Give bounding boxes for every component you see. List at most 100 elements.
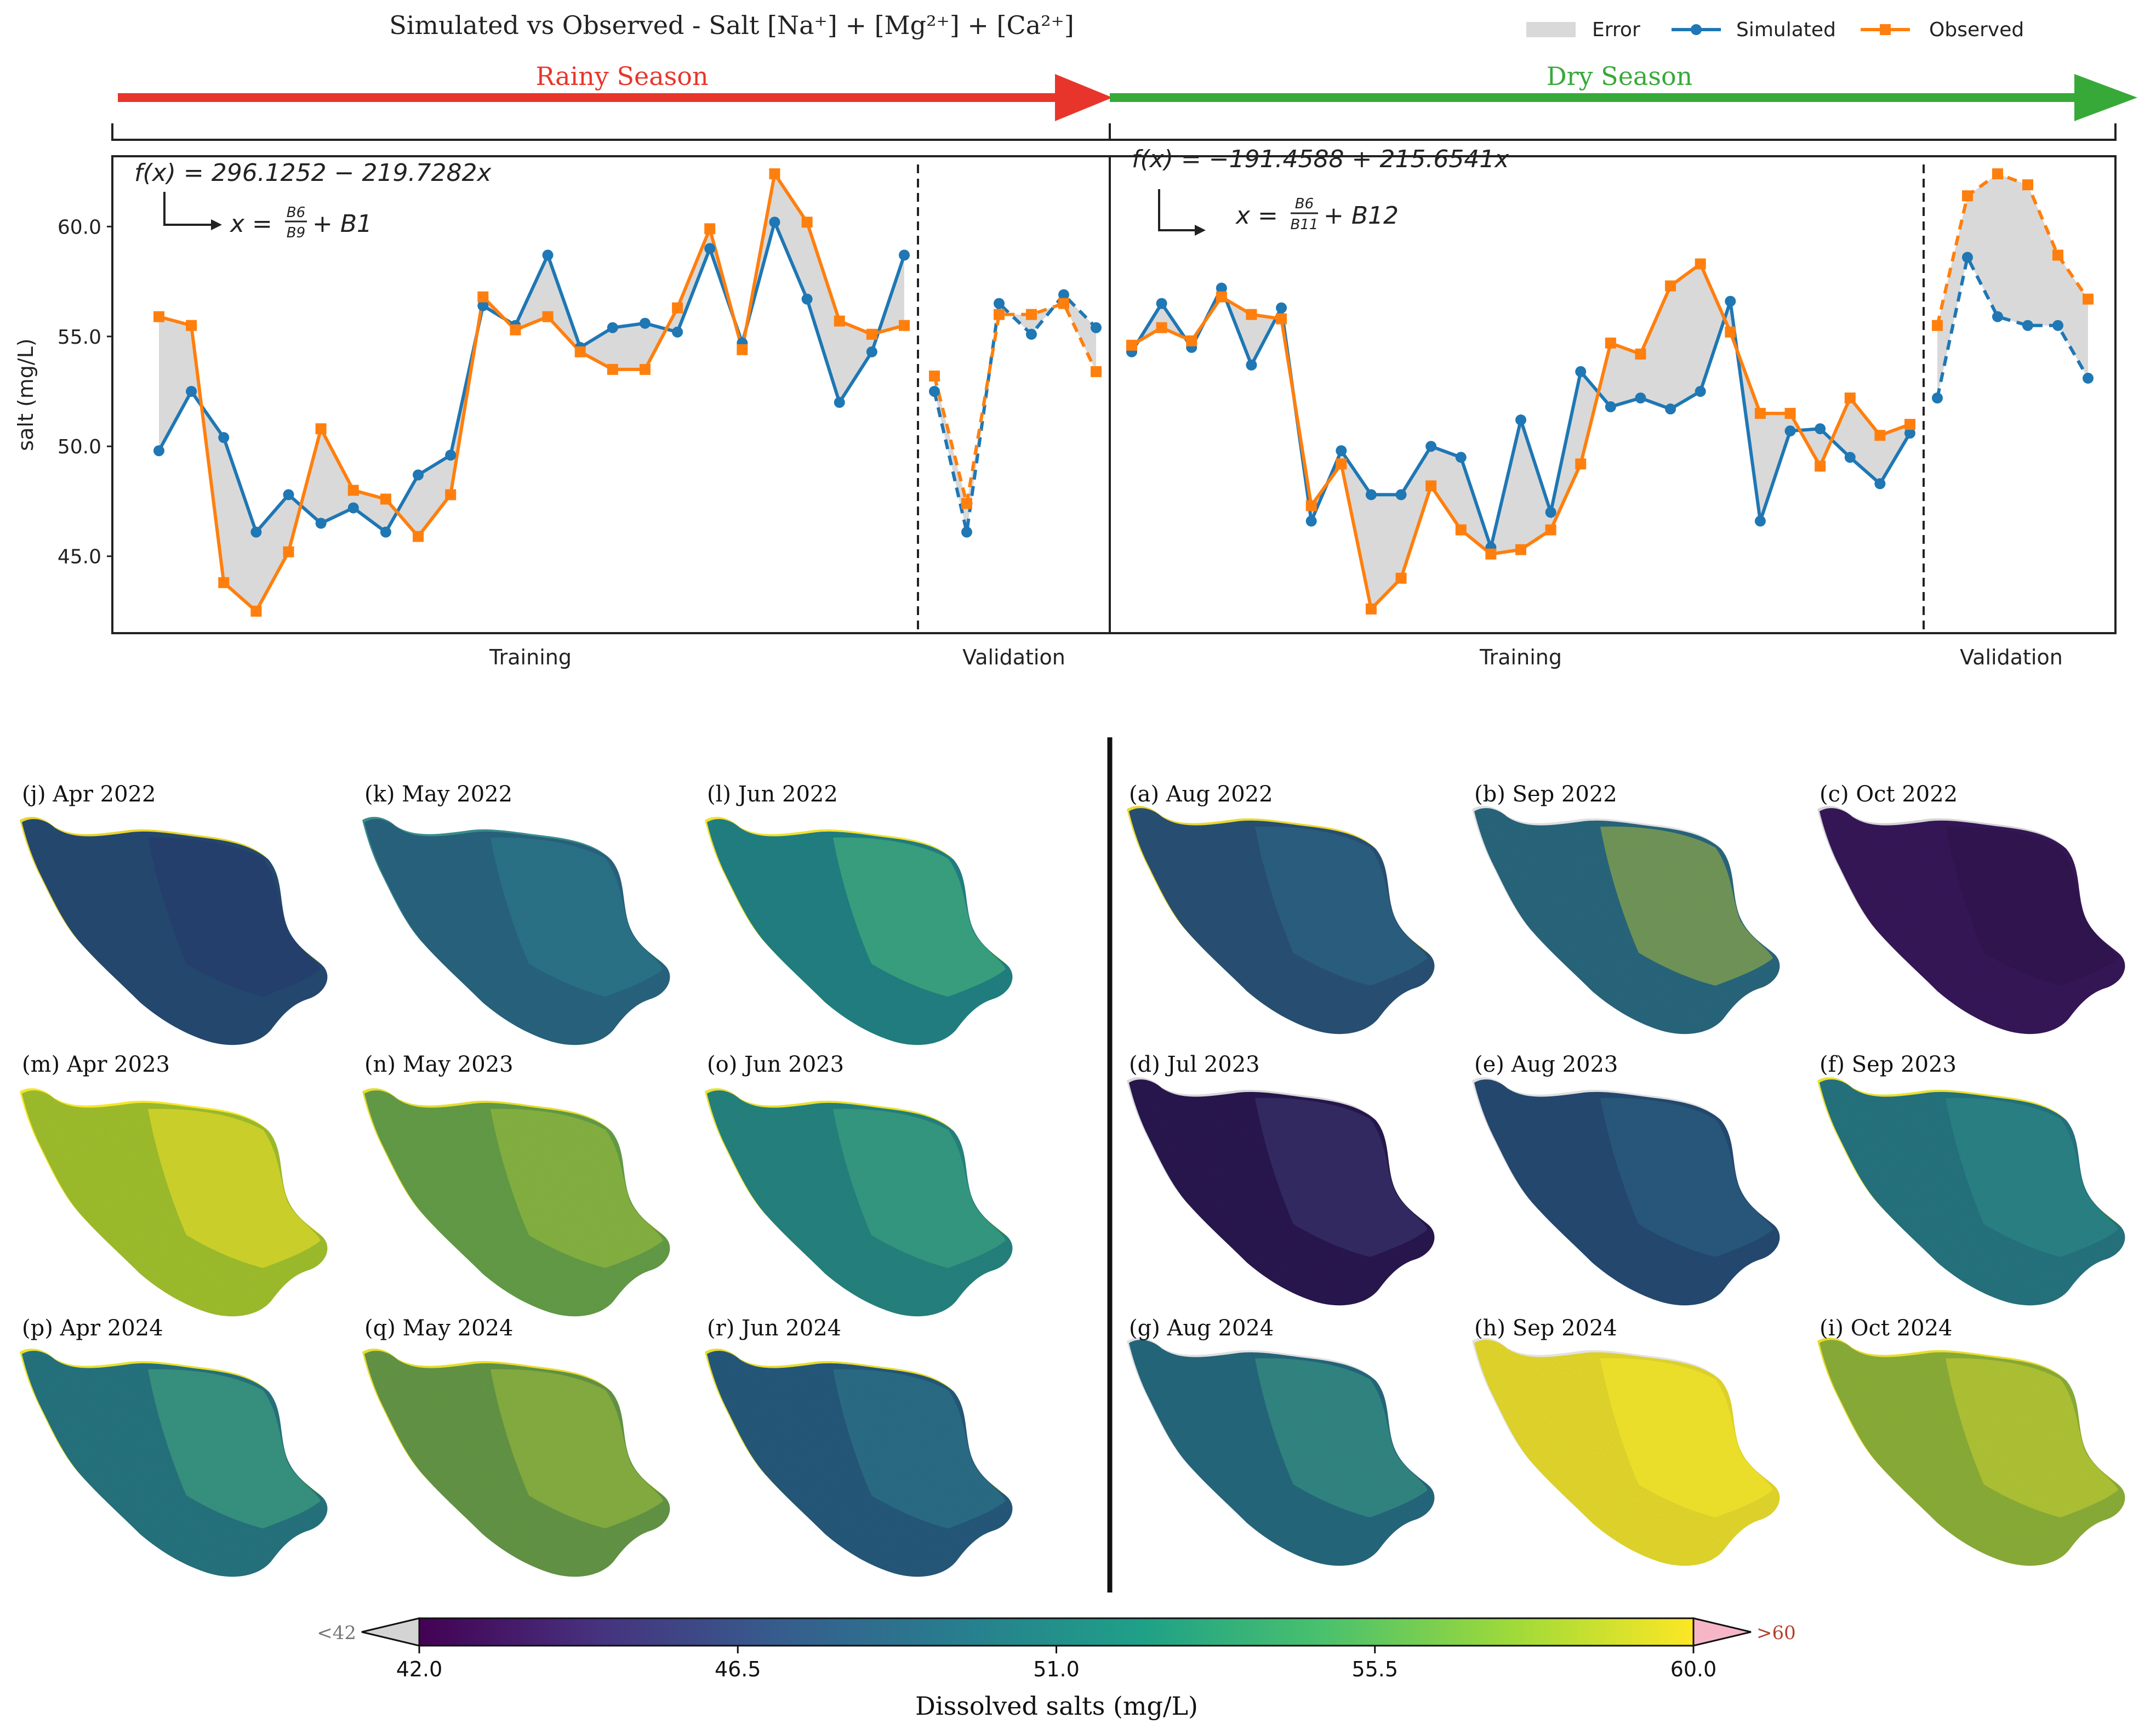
y-tick-label: 50.0 — [58, 436, 101, 458]
dry-training-simulated-point — [1246, 359, 1257, 371]
rainy-validation-observed-point — [929, 370, 940, 382]
map-label: (h) Sep 2024 — [1474, 1316, 1617, 1341]
training-label-dry: Training — [1479, 645, 1562, 669]
dry-training-simulated-point — [1844, 452, 1856, 463]
dry-training-observed-point — [1336, 458, 1347, 470]
rainy-validation-observed-point — [1026, 309, 1037, 320]
dry-training-observed-point — [1395, 572, 1407, 584]
dry-training-simulated-point — [1365, 489, 1377, 501]
dry-training-observed-point — [1784, 408, 1796, 419]
map-region — [490, 1108, 663, 1268]
rainy-training-observed-point — [153, 311, 164, 322]
rainy-training-simulated-point — [672, 326, 683, 338]
dry-x-definition: x = B6 B11 + B12 — [1235, 196, 1399, 233]
map-label: (q) May 2024 — [364, 1316, 513, 1341]
dry-training-simulated-point — [1904, 428, 1915, 439]
dry-training-simulated-point — [1515, 414, 1526, 426]
dry-x-prefix: x = — [1235, 202, 1278, 230]
dry-training-simulated-point — [1784, 425, 1796, 437]
map-panel — [362, 1088, 670, 1317]
rainy-training-simulated-point — [445, 450, 457, 461]
rainy-training-simulated-line — [157, 217, 906, 536]
rainy-equation-arrow — [163, 192, 211, 226]
map-region — [1946, 826, 2118, 986]
map-region — [148, 1108, 321, 1268]
dry-training-simulated-point — [1216, 282, 1227, 294]
dry-training-simulated-point — [1695, 385, 1706, 397]
dry-training-simulated-point — [1545, 507, 1556, 518]
rainy-training-observed-point — [218, 577, 230, 588]
rainy-validation-simulated-point — [994, 298, 1005, 309]
rainy-training-observed-point — [574, 346, 586, 357]
rainy-training-simulated-point — [899, 249, 910, 261]
rainy-validation-simulated-point — [929, 385, 940, 397]
colorbar: <42 >60 42.0 46.5 51.0 55.5 60.0 Dissolved s… — [317, 1617, 1796, 1721]
map-region — [490, 837, 663, 997]
map-panel — [1472, 1077, 1780, 1306]
dry-training-observed-point — [1844, 393, 1856, 404]
rainy-training-simulated-point — [283, 489, 294, 501]
map-label: (a) Aug 2022 — [1129, 782, 1273, 807]
dry-training-simulated-point — [1754, 515, 1766, 527]
dry-training-simulated-point — [1665, 403, 1676, 415]
rainy-training-simulated-point — [704, 243, 716, 254]
training-label-rainy: Training — [489, 645, 572, 669]
dry-training-observed-point — [1425, 480, 1437, 492]
map-label: (j) Apr 2022 — [22, 782, 156, 807]
map-panel — [362, 1349, 670, 1577]
map-panel — [20, 1088, 328, 1317]
dry-validation-simulated-point — [1962, 252, 1973, 263]
rainy-x-prefix: x = — [229, 210, 272, 238]
rainy-training-observed-point — [445, 489, 457, 501]
rainy-validation-simulated-line — [933, 292, 1098, 533]
dry-training-error-band — [1132, 264, 1910, 609]
dry-arrow-head — [2074, 74, 2137, 121]
dry-validation-observed-point — [2022, 179, 2033, 191]
map-panel — [20, 817, 328, 1045]
rainy-training-simulated-point — [607, 322, 618, 333]
dry-season-label: Dry Season — [1547, 61, 1693, 91]
dry-training-observed-point — [1455, 524, 1467, 536]
dry-equation-arrowhead — [1195, 225, 1206, 236]
map-region — [833, 1369, 1006, 1528]
rainy-training-simulated-point — [834, 397, 845, 408]
dry-training-observed-point — [1815, 460, 1826, 472]
map-region — [833, 1108, 1006, 1268]
dry-training-simulated-point — [1575, 366, 1587, 377]
dry-training-observed-point — [1246, 309, 1257, 320]
dry-validation-observed-line — [1936, 172, 2090, 326]
legend-observed-marker — [1880, 24, 1891, 35]
rainy-validation-simulated-point — [1091, 322, 1102, 333]
rainy-validation-observed-point — [994, 309, 1005, 320]
map-panel — [705, 1088, 1013, 1317]
map-label: (l) Jun 2022 — [707, 782, 838, 807]
dry-training-simulated-point — [1874, 478, 1886, 490]
rainy-training-observed-point — [315, 423, 327, 435]
dry-equation-arrow — [1158, 189, 1195, 231]
season-arrows: Rainy Season Dry Season — [118, 61, 2137, 121]
map-panel — [20, 1349, 328, 1577]
rainy-training-observed-point — [413, 531, 424, 542]
rainy-x-numerator: B6 — [287, 204, 305, 221]
season-bracket — [111, 123, 2117, 141]
rainy-training-simulated-point — [347, 502, 359, 514]
colorbar-gradient — [418, 1617, 1695, 1647]
map-label: (k) May 2022 — [364, 782, 512, 807]
dry-training-observed-point — [1754, 408, 1766, 419]
map-label: (g) Aug 2024 — [1129, 1316, 1274, 1341]
y-tick-label: 55.0 — [58, 326, 101, 349]
dry-training-simulated-point — [1605, 401, 1616, 413]
dry-training-observed-point — [1515, 544, 1526, 555]
rainy-training-observed-point — [737, 344, 748, 355]
dry-equation: f(x) = −191.4588 + 215.6541x — [1132, 145, 1509, 173]
rainy-training-error-band — [159, 174, 904, 611]
rainy-training-simulated-point — [542, 249, 554, 261]
rainy-x-suffix: + B1 — [312, 210, 372, 238]
dry-training-simulated-point — [1725, 295, 1736, 307]
map-panel — [362, 817, 670, 1045]
map-panel — [1127, 1077, 1435, 1306]
rainy-training-simulated-point — [153, 445, 164, 457]
rainy-equation: f(x) = 296.1252 − 219.7282x — [134, 159, 492, 187]
map-panel — [1472, 806, 1780, 1034]
dry-training-observed-point — [1156, 322, 1167, 333]
